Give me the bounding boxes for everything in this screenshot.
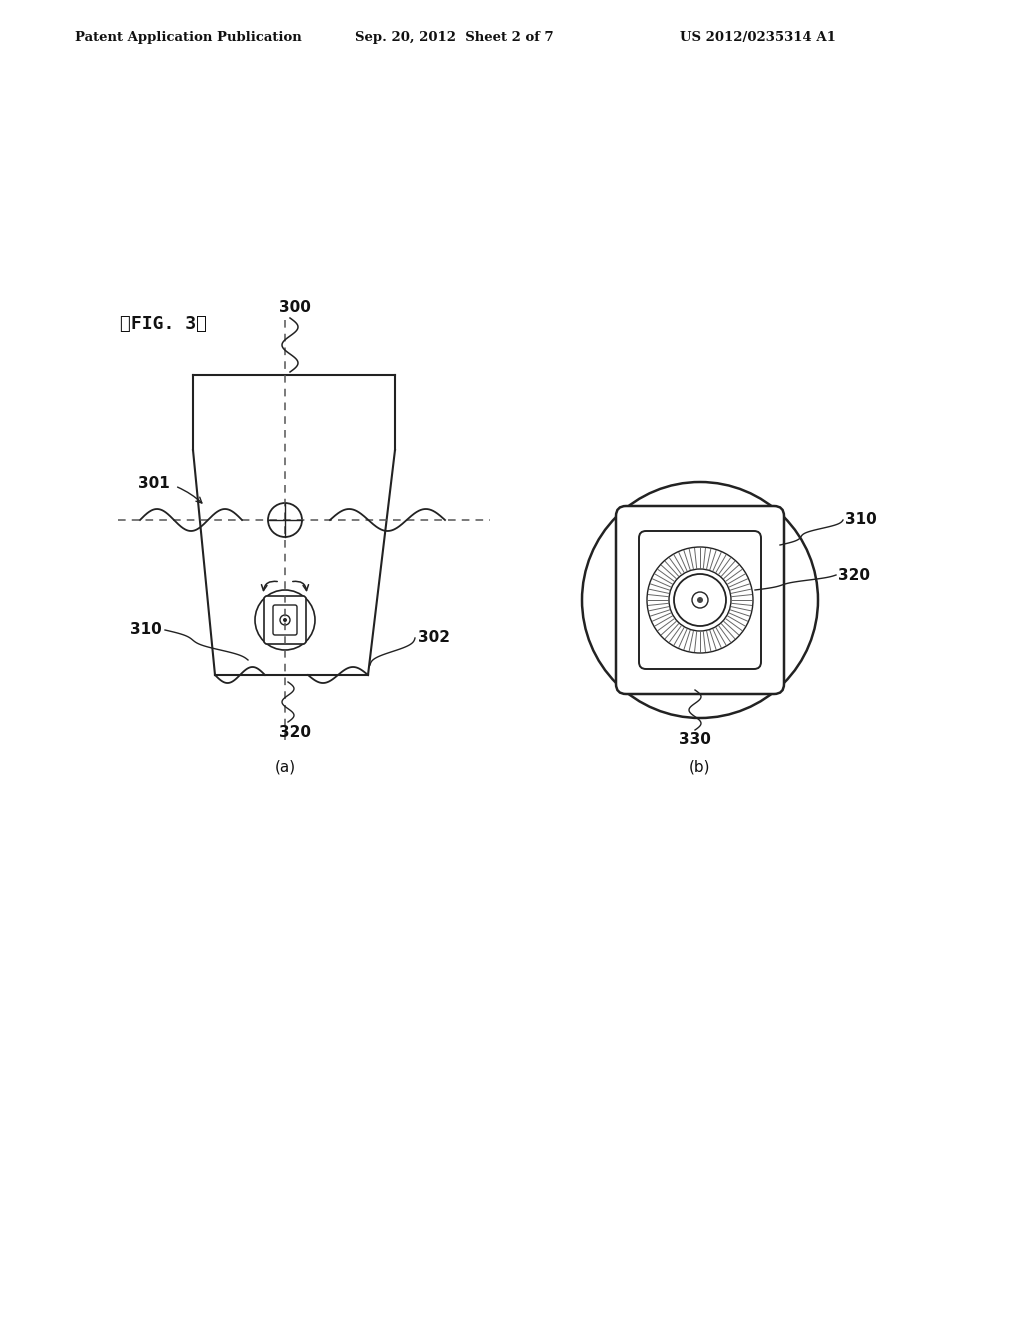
FancyBboxPatch shape [264,597,306,644]
Circle shape [283,618,287,622]
FancyBboxPatch shape [639,531,761,669]
Circle shape [697,597,703,603]
Text: 330: 330 [679,733,711,747]
Text: 300: 300 [280,300,311,315]
Text: 301: 301 [138,477,170,491]
Text: (b): (b) [689,760,711,775]
Text: 320: 320 [279,725,311,741]
FancyBboxPatch shape [616,506,784,694]
FancyBboxPatch shape [273,605,297,635]
Text: Sep. 20, 2012  Sheet 2 of 7: Sep. 20, 2012 Sheet 2 of 7 [355,30,554,44]
Text: 302: 302 [418,631,450,645]
Text: 310: 310 [130,623,162,638]
Text: 320: 320 [838,568,870,582]
Text: Patent Application Publication: Patent Application Publication [75,30,302,44]
Text: US 2012/0235314 A1: US 2012/0235314 A1 [680,30,836,44]
Text: 310: 310 [845,512,877,528]
Text: (a): (a) [274,760,296,775]
Text: 』FIG. 3『: 』FIG. 3『 [120,315,207,333]
